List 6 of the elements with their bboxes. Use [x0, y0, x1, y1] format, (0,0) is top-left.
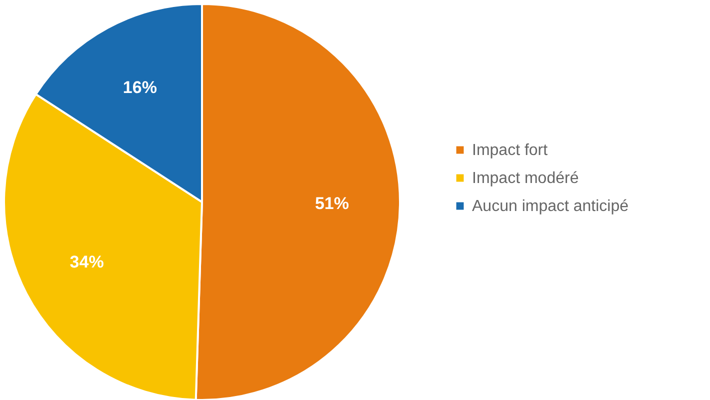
legend-label: Aucun impact anticipé — [472, 198, 629, 215]
data-label: 51% — [314, 194, 349, 214]
legend-label: Impact fort — [472, 142, 548, 159]
data-label: 16% — [122, 78, 157, 97]
data-label: 34% — [70, 252, 104, 272]
legend-label: Impact modéré — [472, 170, 579, 187]
